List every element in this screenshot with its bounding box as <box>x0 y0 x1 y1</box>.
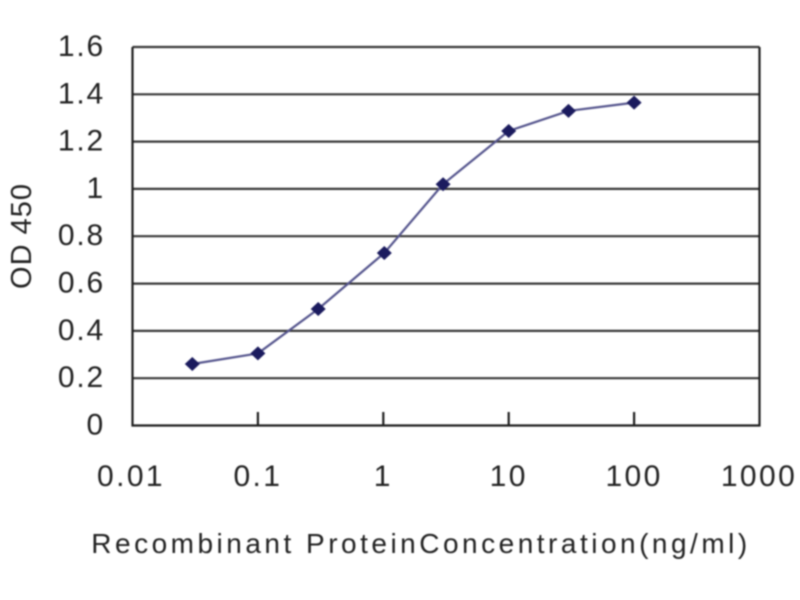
svg-text:1.2: 1.2 <box>58 125 105 158</box>
svg-text:1: 1 <box>87 172 106 205</box>
svg-text:0.8: 0.8 <box>58 219 105 252</box>
svg-text:10: 10 <box>490 460 528 493</box>
svg-text:1.6: 1.6 <box>58 30 105 63</box>
svg-text:0.1: 0.1 <box>233 460 282 493</box>
svg-text:1000: 1000 <box>721 460 797 493</box>
svg-text:1: 1 <box>374 460 393 493</box>
svg-text:0.4: 0.4 <box>58 314 105 347</box>
svg-text:1.4: 1.4 <box>58 77 105 110</box>
svg-text:0.6: 0.6 <box>58 267 105 300</box>
svg-text:OD 450: OD 450 <box>6 183 38 289</box>
svg-text:0.2: 0.2 <box>58 361 105 394</box>
svg-text:Recombinant ProteinConcentrati: Recombinant ProteinConcentration(ng/ml) <box>91 528 750 559</box>
svg-text:100: 100 <box>605 460 662 493</box>
svg-text:0.01: 0.01 <box>97 460 165 493</box>
svg-text:0: 0 <box>87 409 106 442</box>
